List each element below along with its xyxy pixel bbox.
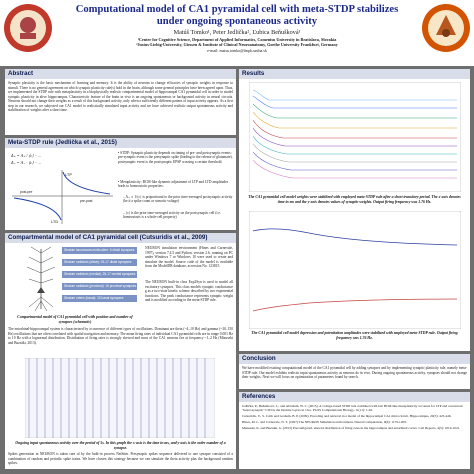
raster-caption: Ongoing input spontaneous activity over … [15,441,226,450]
spontaneous-activity-raster [25,358,215,438]
ltp-equation: Δ₊ = A₊ / ⟨c⟩ ·· ... [11,153,42,158]
poster-authors: Matúš Tomko¹, Peter Jedlička², Ľubica Be… [173,29,301,36]
faculty-logo [422,4,470,52]
references-panel: References Jedlička, P., Beňušková, L., … [239,392,470,469]
metaplasticity-bullet: • Metaplasticity: BCM-like dynamic adjus… [118,180,229,189]
poster-email: e-mail: matus.tomko@fmph.uniba.sk [207,48,267,53]
metastdp-heading: Meta-STDP rule (Jedlička et al., 2015) [5,138,236,148]
references-list: Jedlička, P., Beňušková, L., and Abraham… [242,404,467,432]
stdp-window-plot: LTP LTD post-pre pre-post [12,170,113,224]
ca1-cell-diagram [26,246,56,312]
reference-item: Jedlička, P., Beňušková, L., and Abraham… [242,404,463,413]
amplitudes-plot [249,211,461,329]
reference-item: Hines, M. L. and Carnevale, N. T. (1997)… [242,420,407,425]
abstract-heading: Abstract [5,69,236,79]
compartmental-caption: Compartmental model of CA1 pyramidal cel… [17,315,133,324]
stratum-box-slm: Stratum lacunosum-moleculare: 6 distal s… [62,247,137,254]
stdp-bullet: • STDP: Synaptic plasticity depends on t… [118,151,233,164]
pre-post-label: pre-post [80,199,92,203]
ltp-subbullet: – A₊ ∝ 1/⟨c⟩ is proportional to the prio… [123,195,233,204]
stratum-box-sr-medial: Stratum radiatum (medial): 25-17 medial … [62,271,137,278]
weights-caption: The CA1 pyramidal cell model weights wer… [248,195,461,204]
stratum-box-sr-proximal: Stratum radiatum (proximal): 15 proximal… [62,283,137,290]
metastdp-panel: Meta-STDP rule (Jedlička et al., 2015) Δ… [5,138,236,230]
post-pre-label: post-pre [20,190,33,194]
weights-plot [249,82,461,192]
stratum-box-sr-distal: Stratum radiatum (distal): 25-17 distal … [62,259,137,266]
compartmental-heading: Compartmental model of CA1 pyramidal cel… [5,233,236,243]
abstract-text: Synaptic plasticity is the basic mechani… [8,81,233,112]
spikes-text: Spikes generation in NEURON is taken car… [8,452,233,465]
poster-affiliations: ¹Center for Cognitive Science, Departmen… [136,37,338,48]
neuron-text-1: NEURON simulation environment (Hines and… [145,246,233,268]
oscillations-text: The entorhinal-hippocampal system is cha… [8,327,233,345]
amplitudes-caption: The CA1 pyramidal cell model depression … [251,331,458,340]
compartmental-panel: Compartmental model of CA1 pyramidal cel… [5,233,236,469]
references-heading: References [239,392,470,402]
conclusion-text: We have modified existing computational … [242,366,467,379]
ltd-subbullet: – ⟨c⟩ is the prior time-averaged activit… [123,211,221,220]
ltd-equation: Δ₋ = A₋ · ⟨c⟩ ·· ... [11,160,41,165]
conclusion-heading: Conclusion [239,354,470,364]
ltp-label: LTP [65,172,72,177]
neuron-text-2: The NEURON built-in class Exp2Syn is use… [145,280,233,302]
abstract-panel: Abstract Synaptic plasticity is the basi… [5,69,236,135]
results-heading: Results [239,69,470,79]
comenius-university-logo [4,4,52,52]
poster-header: Computational model of CA1 pyramidal cel… [0,0,474,66]
reference-item: Cutsuridis, V., S. Cobb and Graham, B. P… [242,414,452,419]
reference-item: Mizuseki, K. and Buzsáki, G. (2013) Prec… [242,426,461,431]
stratum-box-so: Stratum oriens (basal): 15 basal synapse… [62,295,137,302]
conclusion-panel: Conclusion We have modified existing com… [239,354,470,389]
results-panel: Results The CA1 pyramidal cell model wei… [239,69,470,351]
ltd-label: LTD [51,219,58,224]
poster-title: Computational model of CA1 pyramidal cel… [75,4,399,27]
